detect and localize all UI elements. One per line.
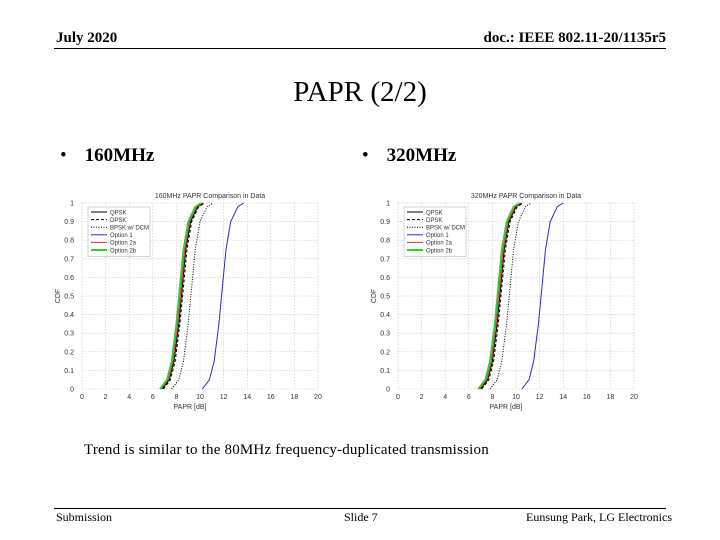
bullet-label: 320MHz [386,145,457,166]
legend-label: QPSK [426,210,443,216]
legend-label: Option 2a [110,241,137,247]
x-tick-label: 14 [243,394,251,401]
series-line-3 [202,202,244,390]
y-axis-label: CDF [55,289,62,303]
y-tick-label: 0.3 [380,331,390,338]
legend-label: BPSK w/ DCM [426,226,465,232]
footer-slide-number: Slide 7 [344,510,378,524]
header-date: July 2020 [56,30,118,46]
bullet-160mhz: • 160MHz [60,145,154,167]
x-tick-label: 8 [174,394,178,401]
y-tick-label: 0.4 [64,312,74,319]
x-tick-label: 2 [104,394,108,401]
x-tick-label: 0 [396,394,400,401]
x-tick-label: 10 [196,394,204,401]
y-tick-label: 1 [70,201,74,208]
chart-320mhz: 320MHz PAPR Comparison in Data 0 2 4 6 8 10 12 1… [362,185,662,417]
x-tick-label: 6 [151,394,155,401]
header-doc-id: doc.: IEEE 802.11-20/1135r5 [483,30,666,46]
slide-title: PAPR (2/2) [293,76,427,108]
y-tick-label: 0 [386,387,390,394]
header-divider [54,48,666,49]
x-tick-label: 4 [127,394,131,401]
legend-label: BPSK w/ DCM [110,226,149,232]
x-tick-label: 18 [291,394,299,401]
legend-label: QPSK [110,210,127,216]
bullet-dot: • [60,145,67,166]
legend-label: Option 2a [426,241,453,247]
y-tick-label: 0.3 [64,331,74,338]
x-tick-label: 12 [220,394,228,401]
series-line-2 [171,202,214,390]
y-axis-label: CDF [371,289,378,303]
x-tick-label: 6 [467,394,471,401]
y-tick-label: 0 [70,387,74,394]
x-tick-label: 20 [314,394,322,401]
bullet-320mhz: • 320MHz [362,145,456,167]
x-tick-label: 8 [490,394,494,401]
series-line-0 [480,202,523,390]
y-tick-label: 0.5 [380,294,390,301]
bullet-label: 160MHz [84,145,155,166]
series-line-5 [477,202,520,390]
x-tick-label: 10 [512,394,520,401]
x-tick-label: 14 [559,394,567,401]
x-tick-label: 20 [630,394,638,401]
series-line-2 [489,202,532,390]
series-line-0 [161,202,204,390]
series-line-1 [163,202,205,390]
x-tick-label: 2 [420,394,424,401]
y-tick-label: 0.8 [380,238,390,245]
chart-title: 320MHz PAPR Comparison in Data [471,193,581,200]
legend-label: Option 1 [110,233,133,239]
series-line-5 [159,202,202,390]
footer-divider [54,508,666,509]
x-tick-label: 0 [80,394,84,401]
x-tick-label: 12 [536,394,544,401]
y-tick-label: 0.7 [64,256,74,263]
x-tick-label: 18 [607,394,615,401]
trend-note: Trend is similar to the 80MHz frequency-… [84,442,489,458]
series-line-1 [481,202,524,390]
chart-title: 160MHz PAPR Comparison in Data [155,193,265,200]
legend-box [87,206,151,257]
legend-label: DPSK [110,218,126,224]
x-tick-label: 16 [583,394,591,401]
legend-label: Option 2b [110,248,137,254]
y-tick-label: 0.5 [64,294,74,301]
series-line-4 [479,202,521,390]
legend-label: Option 1 [426,233,449,239]
y-tick-label: 0.7 [380,256,390,263]
chart-160mhz: 160MHz PAPR Comparison in Data 0 2 4 6 8 10 12 1… [46,185,346,417]
y-tick-label: 0.8 [64,238,74,245]
legend-label: DPSK [426,218,442,224]
footer-author: Eunsung Park, LG Electronics [526,510,672,524]
bullet-dot: • [362,145,369,166]
y-tick-label: 1 [386,201,390,208]
x-axis-label: PAPR [dB] [174,404,207,411]
y-tick-label: 0.6 [380,275,390,282]
y-tick-label: 0.9 [380,219,390,226]
y-tick-label: 0.1 [64,368,74,375]
y-tick-label: 0.2 [380,349,390,356]
y-tick-label: 0.1 [380,368,390,375]
legend-box [403,206,467,257]
footer-submission: Submission [56,510,113,524]
y-tick-label: 0.6 [64,275,74,282]
x-tick-label: 16 [267,394,275,401]
y-tick-label: 0.9 [64,219,74,226]
x-tick-label: 4 [443,394,447,401]
series-line-3 [521,202,564,390]
legend-label: Option 2b [426,248,453,254]
series-line-4 [160,202,203,390]
y-tick-label: 0.2 [64,349,74,356]
x-axis-label: PAPR [dB] [490,404,523,411]
y-tick-label: 0.4 [380,312,390,319]
